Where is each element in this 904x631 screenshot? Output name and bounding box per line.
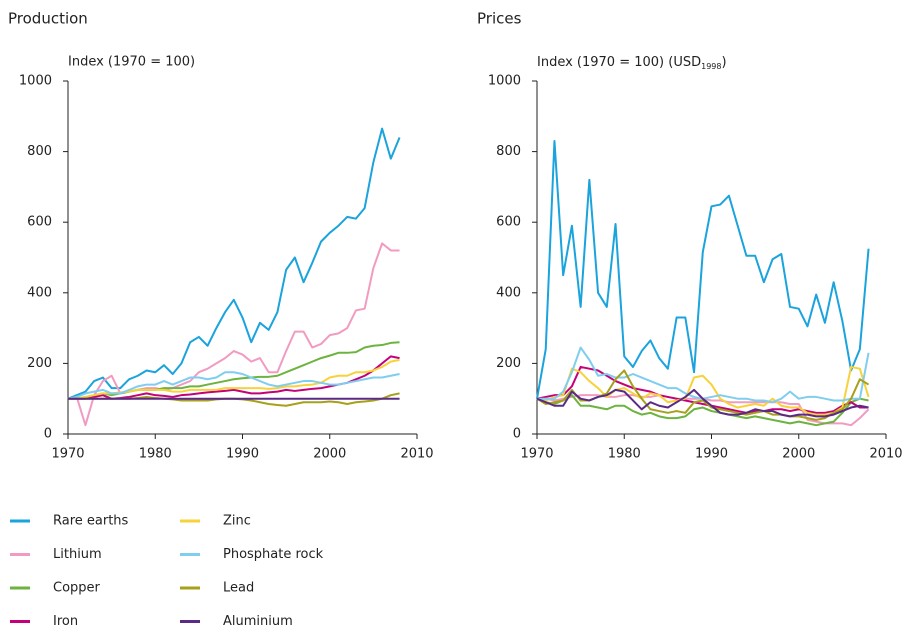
y-axis-label: Index (1970 = 100) (USD1998) <box>537 55 727 71</box>
y-tick-label: 800 <box>496 144 521 159</box>
x-tick-label: 2010 <box>400 447 433 462</box>
series-line <box>536 394 869 427</box>
legend-label: Lithium <box>53 547 102 562</box>
legend-label: Zinc <box>223 514 251 529</box>
x-tick-label: 1980 <box>139 447 172 462</box>
x-tick-label: 1990 <box>695 447 728 462</box>
y-tick-label: 400 <box>496 285 521 300</box>
x-tick-label: 1980 <box>608 447 641 462</box>
y-tick-label: 400 <box>27 285 52 300</box>
y-tick-label: 600 <box>496 215 521 230</box>
y-tick-label: 0 <box>44 427 52 442</box>
legend-label: Copper <box>53 581 101 596</box>
x-tick-label: 2000 <box>313 447 346 462</box>
x-tick-label: 2010 <box>869 447 902 462</box>
series-line <box>536 140 870 399</box>
legend-label: Iron <box>53 614 78 629</box>
x-tick-label: 2000 <box>782 447 815 462</box>
series-line <box>536 365 870 416</box>
y-axis-label-part: ) <box>721 55 726 70</box>
series-line <box>536 388 869 418</box>
y-axis-label-sub: 1998 <box>701 62 721 71</box>
y-axis-label: Index (1970 = 100) <box>68 55 195 70</box>
y-tick-label: 1000 <box>488 74 521 89</box>
y-tick-label: 1000 <box>19 74 52 89</box>
legend-label: Lead <box>223 581 254 596</box>
y-tick-label: 200 <box>27 356 52 371</box>
x-tick-label: 1970 <box>520 447 553 462</box>
legend-label: Rare earths <box>53 514 129 529</box>
x-tick-label: 1970 <box>51 447 84 462</box>
series-line <box>536 365 869 414</box>
x-tick-label: 1990 <box>226 447 259 462</box>
series-line <box>67 127 401 400</box>
series-line <box>67 371 400 400</box>
legend-label: Phosphate rock <box>223 547 324 562</box>
chart-title: Production <box>8 10 88 28</box>
chart-title: Prices <box>477 10 522 28</box>
y-tick-label: 800 <box>27 144 52 159</box>
legend-label: Aluminium <box>223 614 293 629</box>
y-tick-label: 0 <box>513 427 521 442</box>
y-axis-label-part: Index (1970 = 100) (USD <box>537 55 701 70</box>
y-tick-label: 600 <box>27 215 52 230</box>
y-tick-label: 200 <box>496 356 521 371</box>
